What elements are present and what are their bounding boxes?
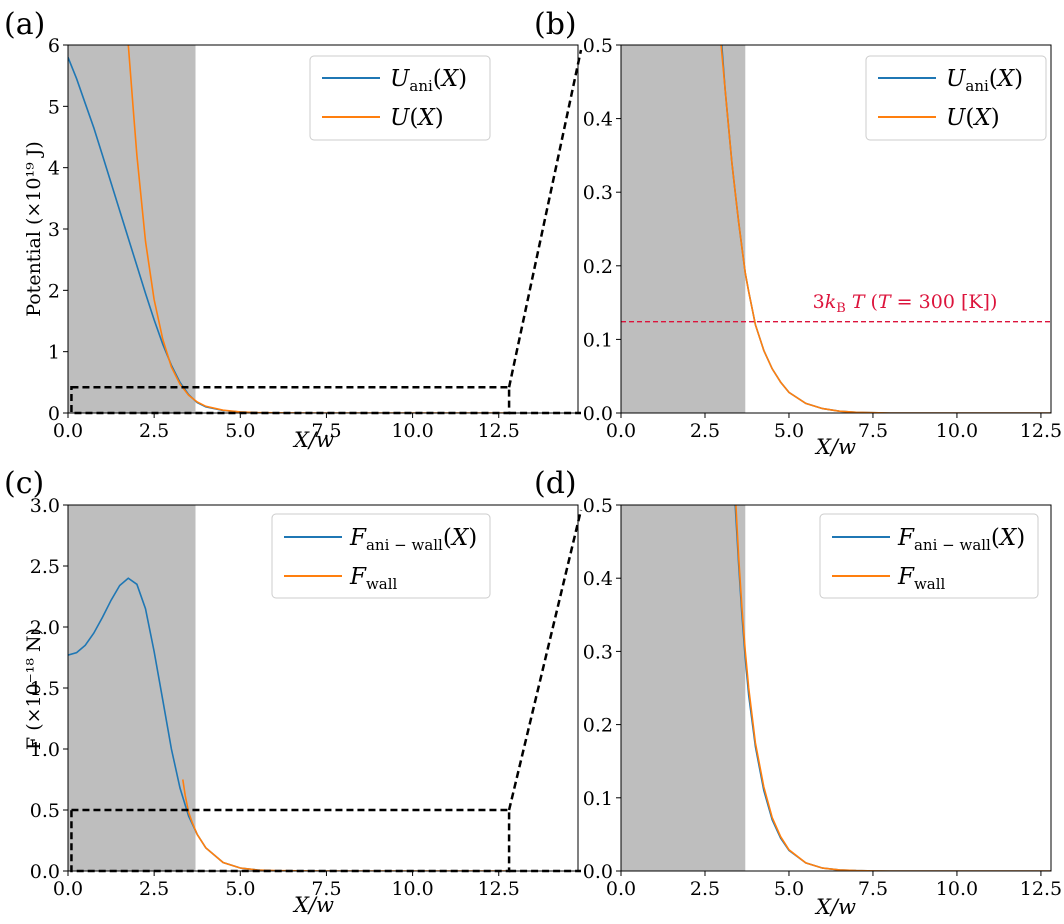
panel-c-ylabel: F (×10⁻¹⁸ N)	[23, 628, 45, 750]
zoom-connector-top-a	[507, 49, 583, 388]
panel-b-ytick-label: 0.0	[583, 403, 613, 425]
panel-c-ytick-label: 1.5	[30, 678, 60, 700]
panel-d-xtick-label: 5.0	[774, 878, 804, 900]
panel-d-xtick-label: 2.5	[690, 878, 720, 900]
panel-a-legend: Uani(X) U(X)	[309, 55, 491, 141]
panel-b-xtick-label: 12.5	[1020, 420, 1062, 442]
panel-b-ytick-label: 0.4	[583, 109, 613, 131]
panel-c-ytick-label: 0.5	[30, 800, 60, 822]
panel-b-xlabel: X/w	[814, 435, 856, 459]
panel-a-plot-area	[68, 45, 510, 413]
panel-a-legend-uani: Uani(X)	[390, 66, 467, 95]
panel-a-shaded-region	[68, 45, 196, 413]
panel-c-legend-fani: Fani − wall(X)	[349, 525, 477, 554]
zoom-connector-top-c	[507, 509, 583, 811]
panel-a-legend-u: U(X)	[390, 105, 444, 131]
panel-b-xtick-label: 10.0	[936, 420, 978, 442]
panel-b-xtick-label: 0.0	[606, 420, 636, 442]
panel-d-ytick-label: 0.3	[583, 641, 613, 663]
panel-d-xtick-label: 10.0	[936, 878, 978, 900]
panel-c-ytick-label: 2.5	[30, 556, 60, 578]
panel-a-ylabel: Potential (×10¹⁹ J)	[23, 141, 45, 317]
panel-b-xtick-label: 5.0	[774, 420, 804, 442]
panel-b-ytick-label: 0.5	[583, 35, 613, 57]
panel-c: (c) X/w F (×10⁻¹⁸ N) Fani − wall(X) Fwal…	[4, 466, 579, 917]
panel-d-legend-fwall: Fwall	[897, 564, 946, 593]
panel-d: (d) X/w Fani − wall(X) Fwall 0.0 2.5 5.0 7.…	[534, 466, 1062, 919]
panel-a-xtick-label: 7.5	[311, 420, 341, 442]
panel-b-ytick-label: 0.3	[583, 182, 613, 204]
panel-d-axes-frame	[620, 504, 1052, 872]
panel-a-xtick-label: 10.0	[391, 420, 433, 442]
panel-c-ytick-label: 2.0	[30, 617, 60, 639]
panel-a-ytick-label: 1	[48, 342, 60, 364]
panel-d-legend-fani: Fani − wall(X)	[897, 525, 1025, 554]
panel-d-ytick-label: 0.0	[583, 861, 613, 883]
panel-d-ytick-label: 0.1	[583, 788, 613, 810]
panel-c-ytick-label: 3.0	[30, 495, 60, 517]
panel-c-series-orange	[182, 779, 510, 871]
panel-d-plot-area	[621, 505, 1051, 871]
panel-c-xtick-label: 12.5	[478, 878, 520, 900]
panel-b-legend-u: U(X)	[946, 105, 1000, 131]
panel-d-xtick-label: 12.5	[1020, 878, 1062, 900]
panel-b-legend-uani: Uani(X)	[946, 66, 1023, 95]
panel-c-legend-fwall: Fwall	[349, 564, 398, 593]
panel-d-xtick-label: 0.0	[606, 878, 636, 900]
panel-a-ytick-label: 4	[48, 158, 60, 180]
panel-b-series-orange	[720, 45, 1051, 413]
panel-a-xtick-label: 5.0	[225, 420, 255, 442]
panel-a-xtick-label: 12.5	[478, 420, 520, 442]
panel-d-shaded-region	[621, 505, 746, 871]
panel-a-ytick-label: 6	[48, 35, 60, 57]
panel-d-label: (d)	[534, 466, 577, 501]
panel-c-label: (c)	[4, 466, 44, 501]
panel-b-legend: Uani(X) U(X)	[865, 55, 1047, 141]
panel-a-xlabel: X/w	[292, 428, 334, 452]
panel-b-label: (b)	[534, 7, 577, 42]
panel-c-xtick-label: 2.5	[139, 878, 169, 900]
panel-a-ytick-label: 5	[48, 96, 60, 118]
panel-c-xtick-label: 0.0	[53, 878, 83, 900]
panel-d-legend: Fani − wall(X) Fwall	[819, 513, 1039, 599]
panel-d-ytick-label: 0.5	[583, 495, 613, 517]
panel-c-shaded-region	[68, 505, 196, 871]
panel-b-ytick-label: 0.2	[583, 256, 613, 278]
panel-d-series-orange	[735, 505, 1051, 871]
panel-b-plot-area	[621, 45, 1051, 413]
panel-b-hline-label: 3kB T (T = 300 [K])	[813, 291, 998, 316]
panel-d-ytick-label: 0.4	[583, 568, 613, 590]
panel-d-xtick-label: 7.5	[858, 878, 888, 900]
panel-b-xtick-label: 7.5	[858, 420, 888, 442]
panel-b-xtick-label: 2.5	[690, 420, 720, 442]
panel-b-shaded-region	[621, 45, 746, 413]
panel-a-ytick-label: 3	[48, 219, 60, 241]
panel-a-label: (a)	[4, 7, 45, 42]
panel-a-series-orange	[127, 45, 510, 413]
panel-d-xlabel: X/w	[814, 895, 856, 919]
panel-c-xtick-label: 7.5	[311, 878, 341, 900]
panel-c-legend: Fani − wall(X) Fwall	[271, 513, 491, 599]
panel-c-xlabel: X/w	[292, 893, 334, 917]
panel-c-xtick-label: 10.0	[391, 878, 433, 900]
panel-a-xtick-label: 2.5	[139, 420, 169, 442]
panel-d-ytick-label: 0.2	[583, 715, 613, 737]
panel-b: (b) X/w 3kB T (T = 300 [K]) Uani(X) U(X)…	[534, 7, 1062, 459]
panel-a-xtick-label: 0.0	[53, 420, 83, 442]
panel-a-ytick-label: 2	[48, 280, 60, 302]
panel-c-ytick-label: 1.0	[30, 739, 60, 761]
panel-b-axes-frame	[620, 44, 1052, 414]
panel-a: (a) X/w Potential (×10¹⁹ J) Uani(X) U(X)…	[4, 7, 579, 452]
panel-a-ytick-label: 0	[48, 403, 60, 425]
panel-c-xtick-label: 5.0	[225, 878, 255, 900]
panel-c-ytick-label: 0.0	[30, 861, 60, 883]
panel-b-ytick-label: 0.1	[583, 329, 613, 351]
